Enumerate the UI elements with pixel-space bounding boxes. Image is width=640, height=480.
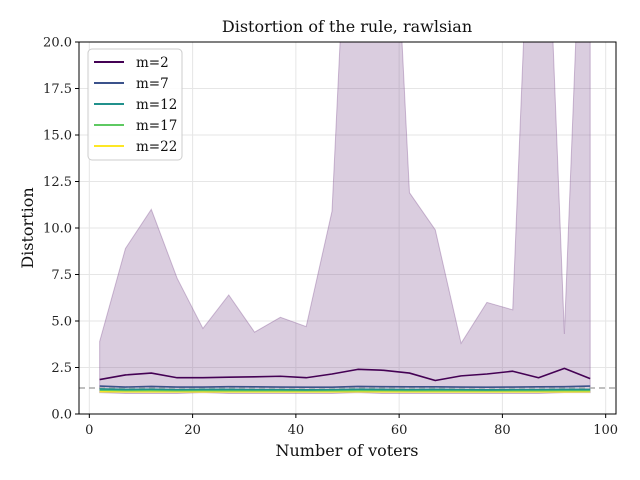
y-tick-label: 15.0 <box>43 129 72 144</box>
distortion-band-layer <box>99 42 591 395</box>
y-tick-label: 2.5 <box>51 361 72 376</box>
x-axis: 0 20 40 60 80 100 <box>85 414 618 438</box>
legend-label: m=2 <box>136 55 169 71</box>
series-line-m-12 <box>99 388 591 391</box>
legend-label: m=17 <box>136 118 177 134</box>
y-tick-label: 0.0 <box>51 408 72 423</box>
x-tick-label: 0 <box>85 423 93 438</box>
distortion-range-band <box>99 42 591 395</box>
y-axis-label: Distortion <box>18 187 37 268</box>
y-tick-label: 5.0 <box>51 315 72 330</box>
x-tick-label: 20 <box>184 423 201 438</box>
y-tick-label: 17.5 <box>43 82 72 97</box>
x-axis-label: Number of voters <box>276 441 419 460</box>
legend-label: m=7 <box>136 76 169 92</box>
x-tick-label: 80 <box>494 423 511 438</box>
x-tick-label: 40 <box>288 423 305 438</box>
chart-title: Distortion of the rule, rawlsian <box>222 17 472 36</box>
legend-label: m=12 <box>136 97 177 113</box>
legend: m=2 m=7 m=12 m=17 m=22 <box>87 48 183 161</box>
y-tick-label: 10.0 <box>43 222 72 237</box>
y-tick-label: 20.0 <box>43 36 72 51</box>
series-line-m-7 <box>99 385 591 389</box>
y-tick-label: 12.5 <box>43 175 72 190</box>
series-line-m-2 <box>99 367 591 382</box>
x-tick-label: 100 <box>593 423 618 438</box>
x-tick-label: 60 <box>391 423 408 438</box>
series-line-m-17 <box>99 389 591 392</box>
legend-label: m=22 <box>136 139 177 155</box>
legend-box <box>87 48 183 161</box>
series-layer <box>99 367 591 393</box>
y-tick-label: 7.5 <box>51 268 72 283</box>
y-axis: 0.0 2.5 5.0 7.5 10.0 12.5 15.0 17.5 20.0 <box>43 36 79 423</box>
